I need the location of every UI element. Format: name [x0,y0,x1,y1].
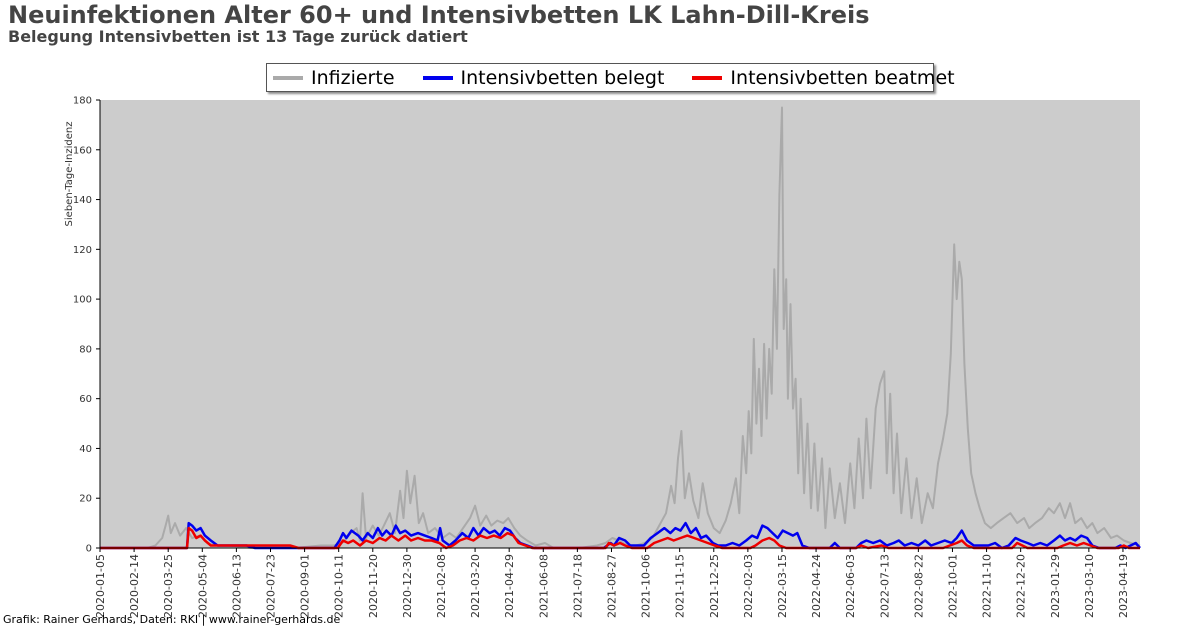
y-tick-label: 120 [73,245,92,256]
x-tick-label: 2021-04-29 [503,554,516,618]
x-tick-label: 2023-01-29 [1049,554,1062,618]
y-tick-label: 160 [73,145,92,156]
x-tick-label: 2020-11-20 [367,554,380,618]
x-tick-label: 2022-11-10 [981,554,994,618]
y-tick-label: 60 [79,394,92,405]
y-tick-label: 20 [79,494,92,505]
x-tick-label: 2021-12-25 [708,554,721,618]
x-tick-label: 2021-03-20 [469,554,482,618]
x-tick-label: 2023-04-19 [1117,554,1130,618]
x-tick-label: 2020-02-14 [128,554,141,618]
legend-label-belegt: Intensivbetten belegt [460,66,665,89]
x-tick-label: 2022-06-03 [844,554,857,618]
legend-swatch-beatmet [692,75,723,80]
y-axis-label: Sieben-Tage-Inzidenz [64,122,75,227]
x-tick-label: 2020-12-30 [401,554,414,618]
x-tick-label: 2022-08-22 [912,554,925,618]
x-tick-label: 2020-10-11 [333,554,346,618]
x-tick-label: 2020-07-23 [264,554,277,618]
footer-credit: Grafik: Rainer Gerhards, Daten: RKI | ww… [3,613,341,626]
x-tick-label: 2021-07-18 [571,554,584,618]
y-tick-label: 140 [73,195,92,206]
axis-layer: 0 20 40 60 80 100 120 140 160 180 2020-01-05 2020-0… [73,96,1140,618]
series-layer [100,106,1141,550]
x-tick-label: 2021-08-27 [605,554,618,618]
x-tick-label: 2022-03-15 [776,554,789,618]
y-tick-label: 100 [73,295,92,306]
legend-item-beatmet: Intensivbetten beatmet [692,66,955,89]
x-tick-label: 2021-06-08 [537,554,550,618]
legend-swatch-infizierte [273,75,303,80]
y-tick-label: 40 [79,444,92,455]
series-line-infizierte [100,106,1141,549]
chart-legend: Infizierte Intensivbetten belegt Intensi… [266,63,955,92]
chart-subtitle: Belegung Intensivbetten ist 13 Tage zurü… [8,27,468,46]
x-tick-label: 2020-09-01 [299,554,312,618]
plot-area [100,100,1140,548]
legend-item-belegt: Intensivbetten belegt [422,66,665,89]
x-tick-label: 2021-11-15 [674,554,687,618]
x-tick-label: 2022-12-20 [1015,554,1028,618]
y-tick-label: 80 [79,344,92,355]
x-tick-label: 2021-10-06 [640,554,653,618]
chart-title: Neuinfektionen Alter 60+ und Intensivbet… [8,1,870,29]
y-tick-label: 180 [73,96,92,107]
x-tick-label: 2020-05-04 [196,554,209,618]
legend-label-infizierte: Infizierte [311,66,395,89]
legend-swatch-belegt [422,75,453,80]
x-tick-label: 2021-02-08 [435,554,448,618]
x-tick-label: 2022-02-03 [742,554,755,618]
legend-item-infizierte: Infizierte [273,67,395,89]
x-tick-label: 2020-03-25 [162,554,175,618]
series-line-intensivbetten-beatmet [100,526,1140,550]
x-tick-label: 2022-04-24 [810,554,823,618]
x-tick-label: 2022-10-01 [946,554,959,618]
x-tick-label: 2023-03-10 [1083,554,1096,618]
y-tick-label: 0 [86,544,92,555]
x-tick-label: 2020-01-05 [94,554,107,618]
legend-label-beatmet: Intensivbetten beatmet [730,66,955,89]
x-tick-label: 2022-07-13 [878,554,891,618]
series-line-intensivbetten-belegt [100,521,1141,550]
x-tick-label: 2020-06-13 [230,554,243,618]
